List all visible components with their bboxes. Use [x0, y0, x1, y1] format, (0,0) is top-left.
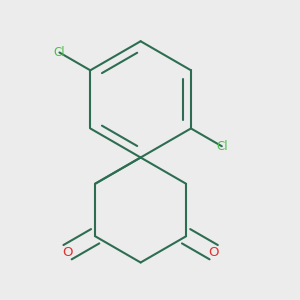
- Text: Cl: Cl: [216, 140, 228, 153]
- Text: O: O: [208, 246, 219, 259]
- Text: Cl: Cl: [54, 46, 65, 59]
- Text: O: O: [62, 246, 73, 259]
